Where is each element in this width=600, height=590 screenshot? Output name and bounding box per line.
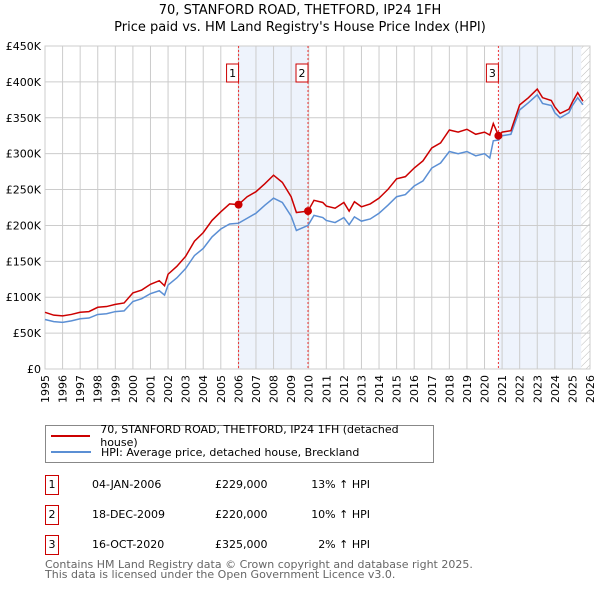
x-tick-label: 2023 bbox=[531, 375, 544, 403]
sale-price: £220,000 bbox=[215, 508, 268, 521]
future-hatch bbox=[581, 46, 590, 369]
x-tick-label: 1997 bbox=[74, 375, 87, 403]
x-tick-label: 2017 bbox=[426, 375, 439, 403]
x-tick-label: 2011 bbox=[320, 375, 333, 403]
x-tick-label: 2015 bbox=[391, 375, 404, 403]
x-tick-label: 2018 bbox=[443, 375, 456, 403]
legend-swatch-blue bbox=[51, 451, 91, 453]
y-tick-label: £100K bbox=[6, 291, 42, 304]
y-tick-label: £350K bbox=[6, 112, 42, 125]
footer-line: Contains HM Land Registry data © Crown c… bbox=[45, 558, 473, 571]
y-tick-label: £0 bbox=[27, 363, 41, 376]
y-tick-label: £150K bbox=[6, 255, 42, 268]
y-tick-label: £300K bbox=[6, 148, 42, 161]
sale-point bbox=[234, 200, 243, 209]
x-tick-label: 1999 bbox=[109, 375, 122, 403]
footer-line: This data is licensed under the Open Gov… bbox=[45, 568, 396, 581]
x-tick-label: 2014 bbox=[373, 375, 386, 403]
x-tick-label: 1998 bbox=[92, 375, 105, 403]
sale-row: 2 18-DEC-2009 £220,000 10% ↑ HPI bbox=[45, 505, 445, 525]
y-tick-label: £50K bbox=[13, 327, 42, 340]
x-tick-label: 2006 bbox=[232, 375, 245, 403]
x-tick-label: 2003 bbox=[180, 375, 193, 403]
footer: Contains HM Land Registry data © Crown c… bbox=[45, 558, 473, 581]
legend-label-hpi: HPI: Average price, detached house, Brec… bbox=[101, 445, 360, 459]
hpi-line bbox=[44, 93, 584, 324]
x-tick-label: 2005 bbox=[215, 375, 228, 403]
x-tick-label: 2016 bbox=[408, 375, 421, 403]
y-tick-label: £250K bbox=[6, 184, 42, 197]
y-tick-label: £200K bbox=[6, 219, 42, 232]
sale-number: 3 bbox=[45, 535, 59, 555]
sale-date: 18-DEC-2009 bbox=[92, 508, 166, 521]
sale-row: 3 16-OCT-2020 £325,000 2% ↑ HPI bbox=[45, 535, 445, 555]
sale-number: 2 bbox=[45, 505, 59, 525]
y-tick-label: £450K bbox=[6, 40, 42, 53]
sale-price: £229,000 bbox=[215, 478, 268, 491]
x-tick-label: 2024 bbox=[549, 375, 562, 403]
legend-swatch-red bbox=[51, 435, 91, 437]
x-tick-label: 2009 bbox=[285, 375, 298, 403]
sale-marker-box bbox=[226, 63, 240, 83]
x-tick-label: 2001 bbox=[144, 375, 157, 403]
x-tick-label: 2021 bbox=[496, 375, 509, 403]
sale-number: 1 bbox=[45, 475, 59, 495]
x-tick-label: 2013 bbox=[355, 375, 368, 403]
legend: 70, STANFORD ROAD, THETFORD, IP24 1FH (d… bbox=[45, 423, 434, 463]
sale-marker-number: 1 bbox=[229, 67, 236, 80]
sale-hpi-diff: 2% ↑ HPI bbox=[318, 538, 370, 551]
x-tick-label: 2008 bbox=[268, 375, 281, 403]
sale-price: £325,000 bbox=[215, 538, 268, 551]
x-tick-label: 2025 bbox=[566, 375, 579, 403]
x-tick-label: 2020 bbox=[479, 375, 492, 403]
x-tick-label: 1996 bbox=[57, 375, 70, 403]
x-tick-label: 2004 bbox=[197, 375, 210, 403]
sale-marker-box bbox=[295, 63, 309, 83]
y-tick-label: £400K bbox=[6, 76, 42, 89]
chart-subtitle: Price paid vs. HM Land Registry's House … bbox=[114, 20, 486, 35]
sale-date: 16-OCT-2020 bbox=[92, 538, 165, 551]
sale-date: 04-JAN-2006 bbox=[92, 478, 162, 491]
x-tick-label: 2026 bbox=[584, 375, 597, 403]
x-tick-label: 2000 bbox=[127, 375, 140, 403]
x-tick-label: 2002 bbox=[162, 375, 175, 403]
sale-marker-box bbox=[485, 63, 499, 83]
plot-border bbox=[44, 45, 591, 370]
plot-area: 1995 1996 1997 1998 1999 2000 2001 2002 2003 2004… bbox=[6, 40, 597, 403]
x-tick-label: 2010 bbox=[303, 375, 316, 403]
chart-title: 70, STANFORD ROAD, THETFORD, IP24 1FH bbox=[158, 3, 442, 18]
x-tick-label: 2007 bbox=[250, 375, 263, 403]
property-price-line bbox=[44, 87, 584, 317]
x-tick-label: 2019 bbox=[461, 375, 474, 403]
sale-point bbox=[494, 131, 503, 140]
sale-marker-number: 2 bbox=[299, 67, 306, 80]
sale-hpi-diff: 13% ↑ HPI bbox=[311, 478, 370, 491]
sale-point bbox=[304, 207, 313, 216]
x-tick-label: 1995 bbox=[39, 375, 52, 403]
sale-row: 1 04-JAN-2006 £229,000 13% ↑ HPI bbox=[45, 475, 445, 495]
x-tick-label: 2012 bbox=[338, 375, 351, 403]
sale-marker-number: 3 bbox=[489, 67, 496, 80]
x-tick-label: 2022 bbox=[514, 375, 527, 403]
sale-hpi-diff: 10% ↑ HPI bbox=[311, 508, 370, 521]
legend-label-property: 70, STANFORD ROAD, THETFORD, IP24 1FH (d… bbox=[100, 423, 399, 449]
